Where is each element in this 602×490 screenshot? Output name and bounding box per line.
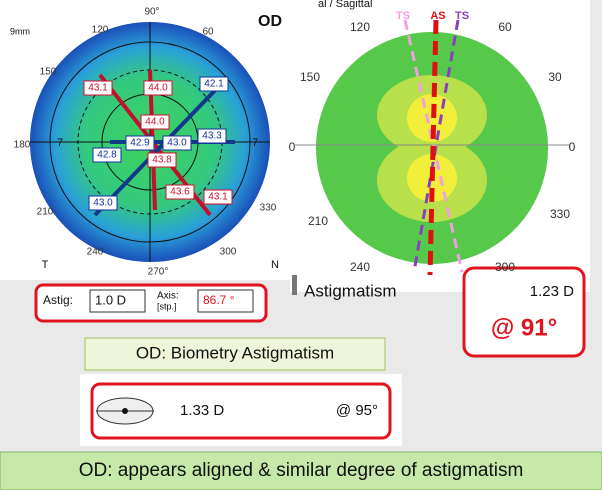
label: TS — [396, 10, 410, 22]
label: 180 — [14, 140, 31, 151]
label: 210 — [37, 207, 54, 218]
label: @ 91° — [491, 314, 557, 341]
reading: 44.0 — [148, 83, 168, 94]
label: 60 — [202, 27, 214, 38]
label: 9mm — [10, 26, 30, 36]
label: 1.0 D — [95, 292, 126, 307]
label: Astigmatism — [304, 281, 397, 300]
reading-box — [203, 189, 233, 205]
reading: 43.6 — [170, 187, 190, 198]
label: 7 — [57, 137, 63, 149]
label: 30 — [548, 70, 562, 84]
as-line — [427, 19, 439, 276]
label: 150 — [40, 67, 57, 78]
reading: 44.0 — [145, 117, 165, 128]
reading: 43.1 — [208, 192, 228, 203]
reading-box — [143, 80, 173, 96]
label: 60 — [498, 20, 512, 34]
label: N — [271, 259, 279, 271]
label: 7 — [252, 137, 258, 149]
result-box — [462, 266, 586, 358]
reading: 43.1 — [88, 83, 108, 94]
label: 270° — [148, 267, 169, 278]
label: 90° — [144, 7, 159, 18]
label: 1.33 D — [180, 402, 224, 419]
reading: 42.9 — [130, 138, 150, 149]
reading-box — [162, 135, 192, 151]
reading-box — [92, 147, 122, 163]
label: 300 — [495, 260, 515, 274]
reading-box — [147, 152, 177, 168]
label: 120 — [92, 25, 109, 36]
label: @ 95° — [336, 402, 378, 419]
label: 150 — [300, 70, 320, 84]
label: Axis: — [157, 291, 179, 302]
label: 240 — [87, 247, 104, 258]
reading-box — [199, 76, 229, 92]
field — [89, 289, 146, 313]
label: Astig: — [43, 293, 73, 307]
conclusion-bar — [0, 451, 602, 490]
reading-box — [83, 80, 113, 96]
field — [197, 289, 254, 313]
reading: 43.0 — [167, 138, 187, 149]
label: 210 — [308, 214, 328, 228]
reading: 42.8 — [97, 150, 117, 161]
marker — [292, 275, 297, 295]
label: 300 — [220, 247, 237, 258]
label: AS — [430, 10, 445, 22]
conclusion: OD: appears aligned & similar degree of … — [79, 460, 524, 481]
label: 0 — [569, 140, 576, 154]
reading-box — [197, 128, 227, 144]
label: 120 — [350, 20, 370, 34]
label: al / Sagittal — [318, 0, 372, 10]
label: 240 — [350, 260, 370, 274]
label: [stp.] — [157, 301, 177, 311]
reading: 43.0 — [93, 198, 113, 209]
reading: 43.8 — [152, 155, 172, 166]
reading: 43.3 — [202, 131, 222, 142]
reading-box — [125, 135, 155, 151]
label: 1.23 D — [530, 283, 574, 300]
reading-box — [165, 184, 195, 200]
eye: OD — [258, 13, 282, 30]
reading-box — [140, 114, 170, 130]
label: 330 — [550, 207, 570, 221]
ts-line — [412, 19, 460, 273]
reading-box — [88, 195, 118, 211]
biometry-box — [90, 382, 392, 440]
reading: 42.1 — [204, 79, 224, 90]
label: 86.7 ° — [203, 293, 235, 307]
label: T — [42, 259, 49, 271]
biometry-title-box — [84, 337, 386, 371]
label: OD: Biometry Astigmatism — [136, 343, 334, 362]
eye-icon — [122, 408, 128, 414]
label: 330 — [260, 203, 277, 214]
label: 0 — [289, 140, 296, 154]
label: TS — [455, 10, 469, 22]
